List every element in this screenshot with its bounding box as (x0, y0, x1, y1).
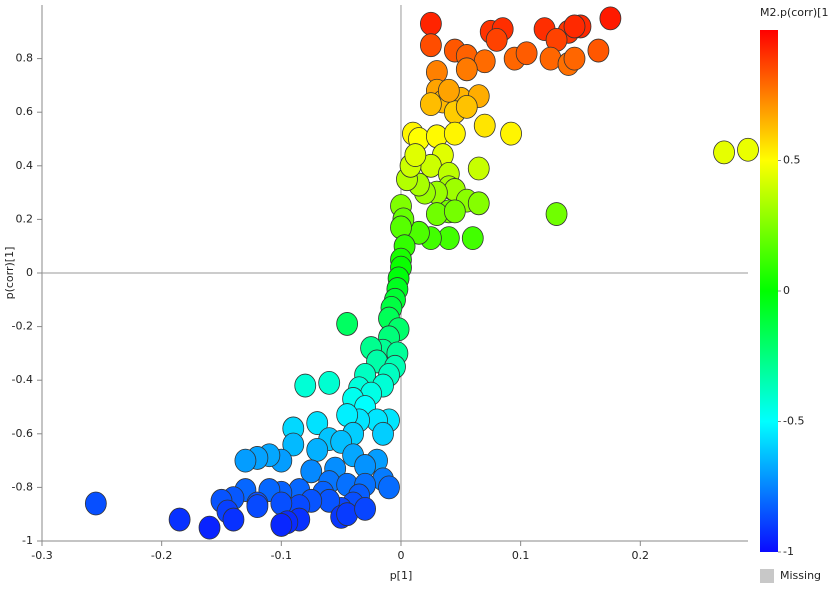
colorbar-tick-label: -0.5 (783, 415, 804, 428)
point (461, 226, 484, 251)
point (473, 113, 496, 138)
x-tick-label: -0.1 (271, 549, 292, 562)
point (443, 199, 466, 224)
x-tick-label: 0.1 (512, 549, 530, 562)
x-tick-label: 0 (397, 549, 404, 562)
point (270, 513, 293, 537)
x-axis-title: p[1] (390, 569, 413, 582)
y-tick-label: -0.4 (12, 373, 33, 386)
point (737, 137, 759, 162)
point (318, 370, 341, 395)
point (354, 496, 376, 521)
colorbar (760, 30, 778, 552)
x-tick-label: 0.2 (632, 549, 650, 562)
missing-swatch (760, 569, 774, 583)
point (198, 515, 221, 540)
point (455, 94, 478, 119)
point (599, 6, 622, 31)
point (168, 507, 191, 532)
point (300, 459, 323, 484)
y-tick-label: 0.6 (16, 105, 34, 118)
colorbar-tick-label: -1 (783, 545, 794, 558)
point (443, 121, 466, 146)
y-tick-label: -0.2 (12, 320, 33, 333)
point (378, 475, 400, 500)
point (545, 202, 568, 226)
point (587, 38, 610, 63)
point (437, 78, 460, 103)
point (84, 491, 107, 516)
point (222, 507, 245, 532)
missing-label: Missing (780, 569, 821, 582)
point (419, 11, 442, 36)
y-tick-label: -0.6 (12, 427, 33, 440)
x-tick-label: -0.2 (151, 549, 172, 562)
point (563, 14, 586, 39)
point (713, 140, 735, 165)
point (455, 57, 478, 82)
colorbar-tick-label: 0 (783, 284, 790, 297)
point (500, 121, 522, 146)
point (372, 421, 394, 446)
x-tick-label: -0.3 (31, 549, 52, 562)
point (336, 312, 359, 336)
colorbar-title: M2.p(corr)[1] (760, 6, 829, 19)
colorbar-tick-label: 0.5 (783, 154, 801, 167)
point (306, 411, 329, 435)
y-axis-title: p(corr)[1] (3, 247, 16, 300)
y-tick-label: -1 (22, 534, 33, 547)
point (419, 33, 442, 58)
point (515, 41, 538, 66)
point (282, 432, 305, 457)
y-tick-label: 0.4 (16, 159, 34, 172)
point (404, 143, 427, 167)
point (306, 437, 329, 462)
point (485, 27, 508, 52)
point (467, 156, 490, 181)
point (234, 448, 257, 473)
y-tick-label: 0.2 (16, 212, 34, 225)
point (467, 191, 490, 216)
y-tick-label: 0.8 (16, 52, 34, 65)
y-tick-label: -0.8 (12, 480, 33, 493)
point (563, 46, 586, 71)
y-tick-label: 0 (26, 266, 33, 279)
point (419, 92, 442, 117)
point (294, 373, 317, 398)
point (246, 494, 269, 519)
